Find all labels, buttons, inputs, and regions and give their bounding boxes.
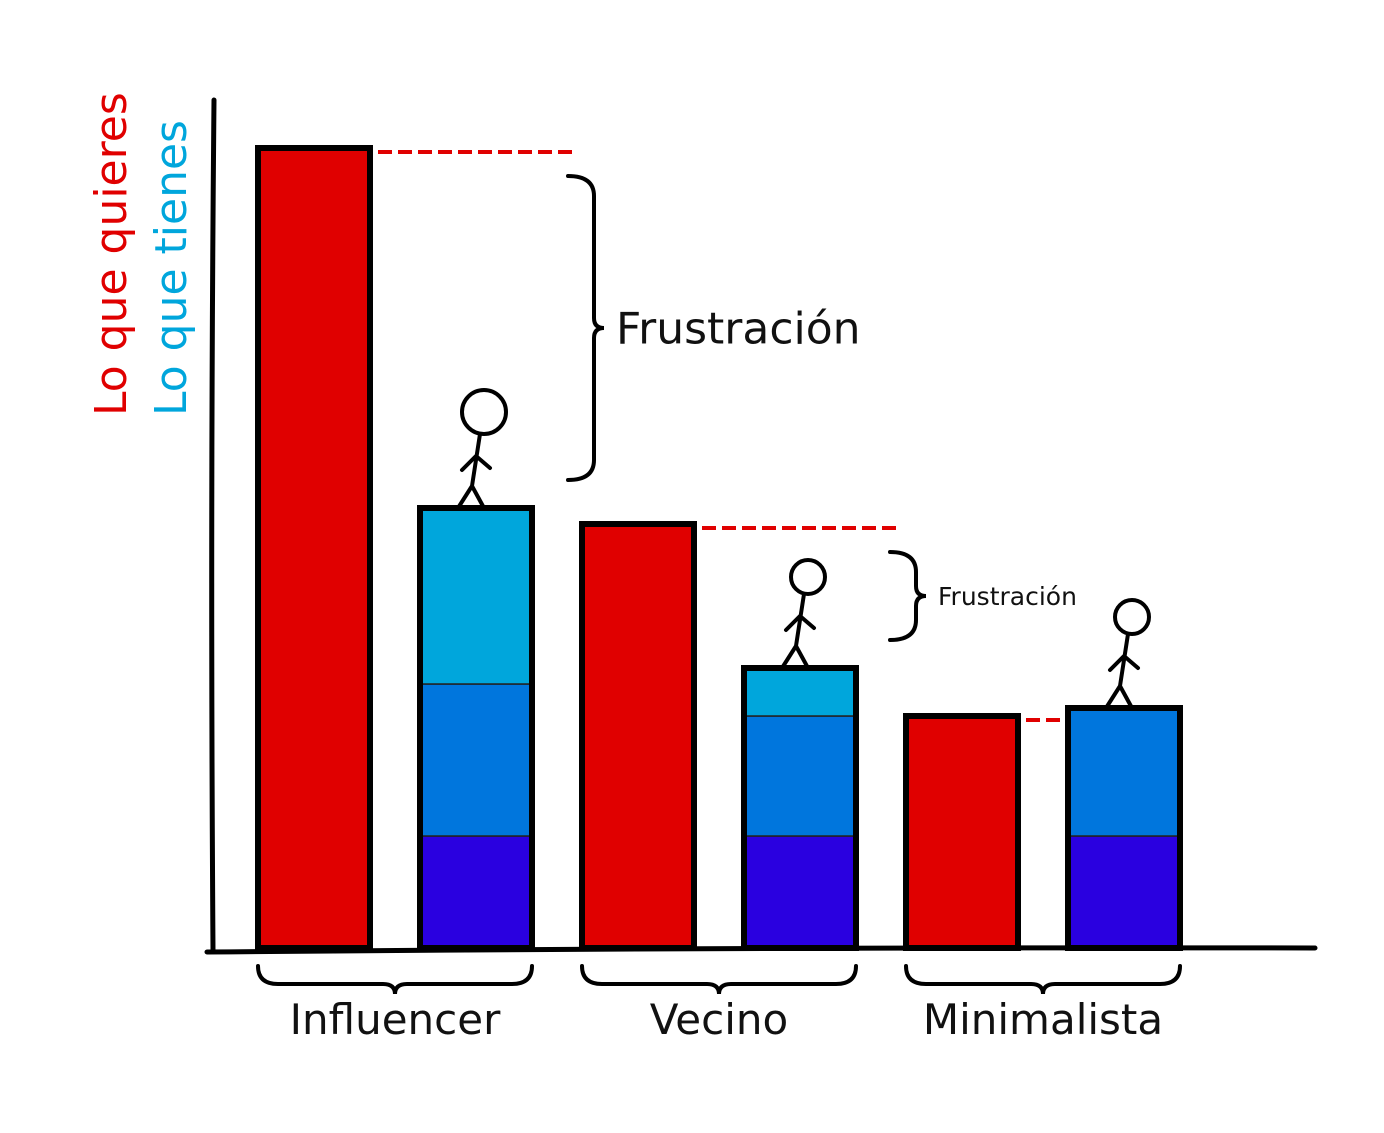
category-brace [256,964,534,995]
y-axis [209,97,217,953]
bar-have-seg0-minimalista [1067,835,1181,949]
category-label-vecino: Vecino [650,995,788,1044]
bar-have-seg1-vecino [743,715,857,837]
figure-head [1113,598,1151,636]
bar-want-vecino [579,521,697,951]
frustration-brace [566,174,605,482]
bar-have-seg0-vecino [743,835,857,949]
category-brace [904,964,1182,995]
figure-body [456,432,492,510]
bar-have-seg2-influencer [419,507,533,685]
bar-have-seg0-influencer [419,835,533,949]
frustration-label-vecino: Frustración [938,582,1077,611]
figure-body [780,592,816,670]
bar-want-influencer [255,145,373,951]
x-axis [204,945,1318,955]
legend-have: Lo que tienes [146,120,197,416]
x-labels-layer: Influencer Vecino Minimalista [256,964,1182,1044]
bar-want-minimalista [903,713,1021,951]
figure-head [460,388,508,436]
legend-want: Lo que quieres [86,92,137,416]
figure-body [1104,632,1140,710]
figure-head [789,558,827,596]
frustration-brace [888,550,927,642]
annotations-layer: Frustración Frustración [378,150,1151,722]
category-label-minimalista: Minimalista [923,995,1163,1044]
stick-figure-vecino [780,558,827,670]
bar-have-seg2-vecino [743,667,857,717]
category-label-influencer: Influencer [290,995,501,1044]
bars-layer [255,145,1183,951]
category-brace [580,964,858,995]
bar-have-seg1-minimalista [1067,707,1181,837]
stick-figure-influencer [456,388,508,510]
stick-figure-minimalista [1104,598,1151,710]
frustration-label-influencer: Frustración [616,303,861,354]
bar-have-seg1-influencer [419,683,533,837]
